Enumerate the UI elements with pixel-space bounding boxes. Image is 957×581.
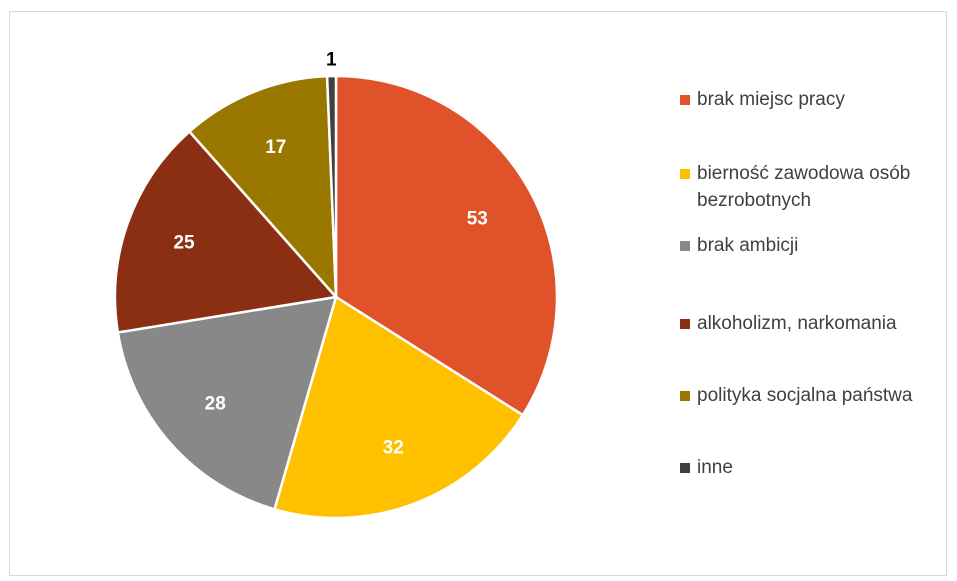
pie-slices xyxy=(113,74,559,520)
legend-item-polityka-socjalna: polityka socjalna państwa xyxy=(680,382,947,409)
legend-label: brak miejsc pracy xyxy=(697,89,845,110)
legend-label: inne xyxy=(697,457,733,478)
pie-slice-2 xyxy=(116,295,338,511)
pie-slice-3 xyxy=(113,130,338,334)
legend-label: alkoholizm, narkomania xyxy=(697,313,897,334)
data-label-2: 28 xyxy=(205,393,226,414)
pie-slice-4 xyxy=(188,74,338,299)
data-label-0: 53 xyxy=(467,209,488,230)
pie-slice-5 xyxy=(325,74,338,299)
pie-slice-0 xyxy=(334,74,559,417)
data-label-4: 17 xyxy=(265,137,286,158)
legend-item-brak-ambicji: brak ambicji xyxy=(680,232,947,259)
legend-swatch xyxy=(680,463,690,473)
legend-item-alkoholizm-narkomania: alkoholizm, narkomania xyxy=(680,310,947,337)
pie-data-labels: 53 32 28 25 17 1 xyxy=(173,50,487,459)
legend-item-brak-miejsc-pracy: brak miejsc pracy xyxy=(680,86,947,113)
pie-slice-1 xyxy=(273,295,525,520)
legend-item-biernosc-zawodowa: bierność zawodowa osób bezrobotnych xyxy=(680,160,947,214)
legend-label: bierność zawodowa osób bezrobotnych xyxy=(697,163,911,211)
data-label-5: 1 xyxy=(326,50,337,71)
data-label-3: 25 xyxy=(173,232,195,253)
legend-swatch xyxy=(680,241,690,251)
legend-swatch xyxy=(680,169,690,179)
legend-swatch xyxy=(680,95,690,105)
data-label-1: 32 xyxy=(383,437,404,458)
legend-label: brak ambicji xyxy=(697,235,799,256)
legend-item-inne: inne xyxy=(680,454,947,481)
legend-swatch xyxy=(680,319,690,329)
legend-label: polityka socjalna państwa xyxy=(697,385,913,406)
legend-swatch xyxy=(680,391,690,401)
